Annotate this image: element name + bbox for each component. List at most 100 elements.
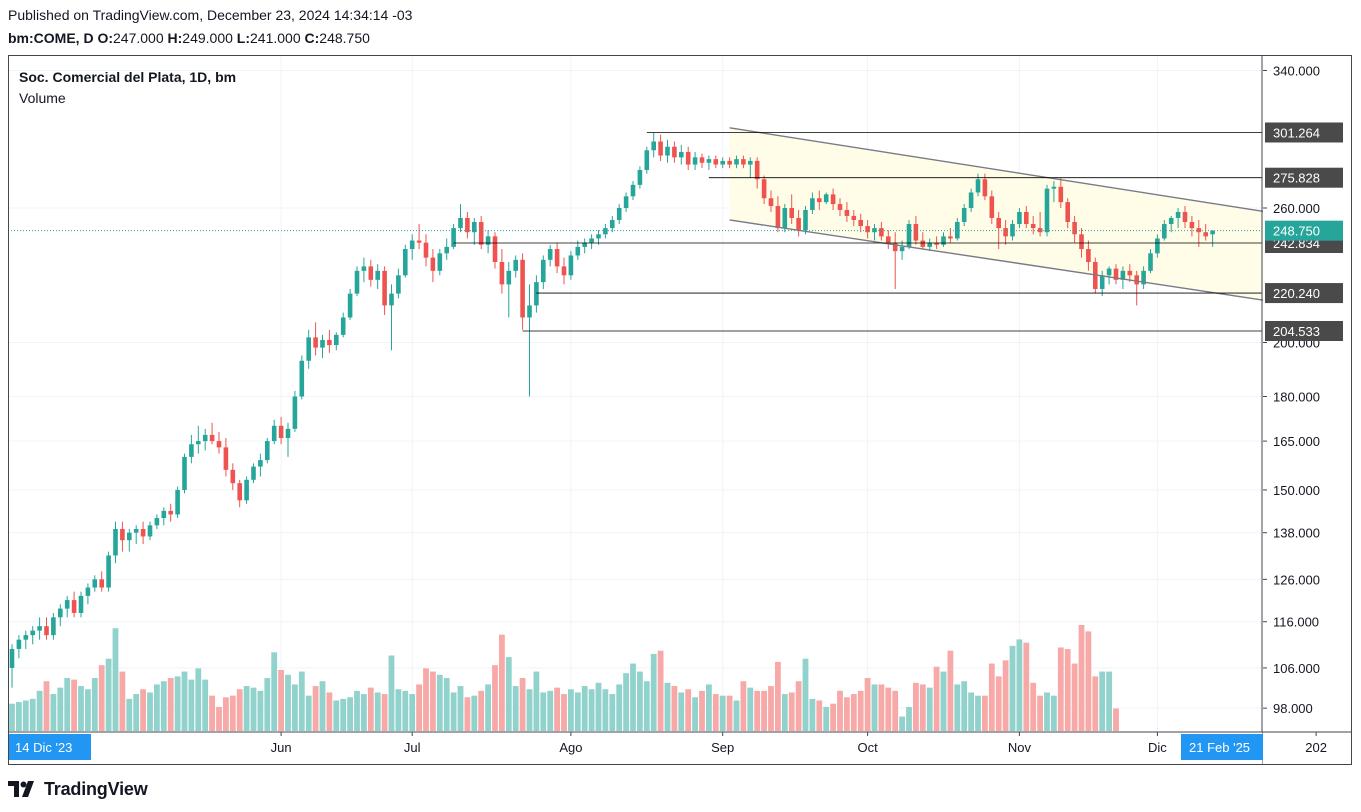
volume-bar (9, 703, 15, 731)
candle (554, 242, 560, 274)
candle (1141, 266, 1146, 289)
candle (71, 591, 77, 618)
candle-body (520, 259, 525, 318)
volume-bar (160, 681, 167, 731)
volume-bar (768, 686, 774, 731)
candle (1196, 219, 1202, 247)
volume-bar (29, 698, 36, 731)
candle (327, 329, 332, 353)
candle-body (568, 255, 574, 276)
volume-bar (229, 695, 236, 731)
price-tick-label: 180.000 (1273, 389, 1320, 404)
candle-body (506, 270, 512, 285)
volume-bar (885, 687, 892, 731)
candle-body (340, 317, 346, 335)
candle (140, 521, 146, 544)
candle-body (886, 236, 891, 243)
candle-body (858, 219, 863, 227)
candle-body (409, 240, 415, 250)
candle-body (403, 249, 408, 276)
candle (113, 521, 118, 564)
volume-bar (795, 681, 802, 731)
candle (754, 157, 760, 189)
candle-body (1120, 270, 1126, 280)
candle-body (720, 160, 725, 165)
candle (361, 257, 367, 283)
candle (782, 204, 788, 233)
volume-bar (788, 692, 795, 731)
price-tick-label: 106.000 (1273, 661, 1320, 676)
candle-body (561, 266, 567, 276)
volume-bar (664, 682, 671, 731)
candle-body (830, 194, 836, 205)
candle-body (1072, 221, 1077, 235)
chart-frame (8, 55, 1352, 765)
candle (409, 234, 415, 260)
range-end-label: 21 Feb '25 (1189, 740, 1250, 755)
time-tick-label: Jul (404, 740, 421, 755)
candle-body (320, 339, 325, 348)
volume-bar (167, 678, 174, 731)
candlestick-chart[interactable]: 98.000 106.000 116.000 126.000 138.000 150.00… (8, 55, 1352, 765)
candle-body (278, 425, 284, 439)
candle-body (1127, 270, 1133, 276)
candle-body (961, 207, 967, 222)
candle-body (113, 528, 118, 556)
candle-body (265, 441, 270, 461)
candle-body (64, 600, 70, 609)
volume-bar (154, 684, 160, 731)
volume-bar (361, 694, 367, 731)
volume-bar (112, 628, 119, 731)
candle (906, 219, 912, 250)
volume-bar (50, 694, 57, 731)
candle-body (313, 337, 318, 348)
candle (858, 213, 863, 233)
volume-bar (692, 697, 698, 731)
candle (106, 551, 111, 592)
candle (37, 617, 42, 640)
volume-bar (298, 671, 305, 731)
candle (610, 215, 615, 233)
candle-body (78, 595, 84, 613)
channel-upper-line (729, 127, 1267, 213)
candle-body (968, 192, 974, 208)
volume-bar (98, 665, 105, 731)
level-label: 204.533 (1273, 324, 1320, 339)
close-label: C: (304, 30, 320, 46)
candle-body (1175, 211, 1181, 218)
candle-body (285, 428, 291, 439)
candle (734, 155, 739, 169)
candle-body (1134, 275, 1139, 285)
candle-body (485, 236, 491, 245)
candle-body (334, 334, 339, 346)
volume-bar (906, 706, 912, 731)
volume-bar (1064, 649, 1071, 731)
candle-body (823, 194, 829, 203)
volume-bar (561, 694, 567, 731)
tradingview-logo[interactable]: TradingView (8, 778, 148, 800)
candle (1182, 206, 1188, 229)
legend-title: Soc. Comercial del Plata, 1D, bm (19, 69, 237, 85)
volume-bar (505, 657, 512, 731)
candle (1051, 181, 1057, 203)
candle (292, 390, 298, 432)
candle (382, 266, 387, 316)
volume-bar (1037, 695, 1043, 731)
candle-body (679, 152, 684, 158)
candle-body (1017, 211, 1022, 225)
candle-body (996, 217, 1001, 229)
candle-body (44, 626, 49, 636)
candle (817, 190, 822, 210)
candle-body (182, 456, 187, 490)
candle (1127, 264, 1133, 283)
volume-bar (140, 689, 146, 731)
volume-bar (292, 684, 298, 731)
candle (789, 194, 794, 225)
candle (527, 284, 532, 397)
volume-bar (243, 686, 250, 731)
volume-bar (699, 690, 705, 731)
candle (1030, 215, 1036, 235)
candle-body (727, 160, 732, 165)
volume-bar (540, 692, 547, 731)
volume-bar (975, 695, 981, 731)
